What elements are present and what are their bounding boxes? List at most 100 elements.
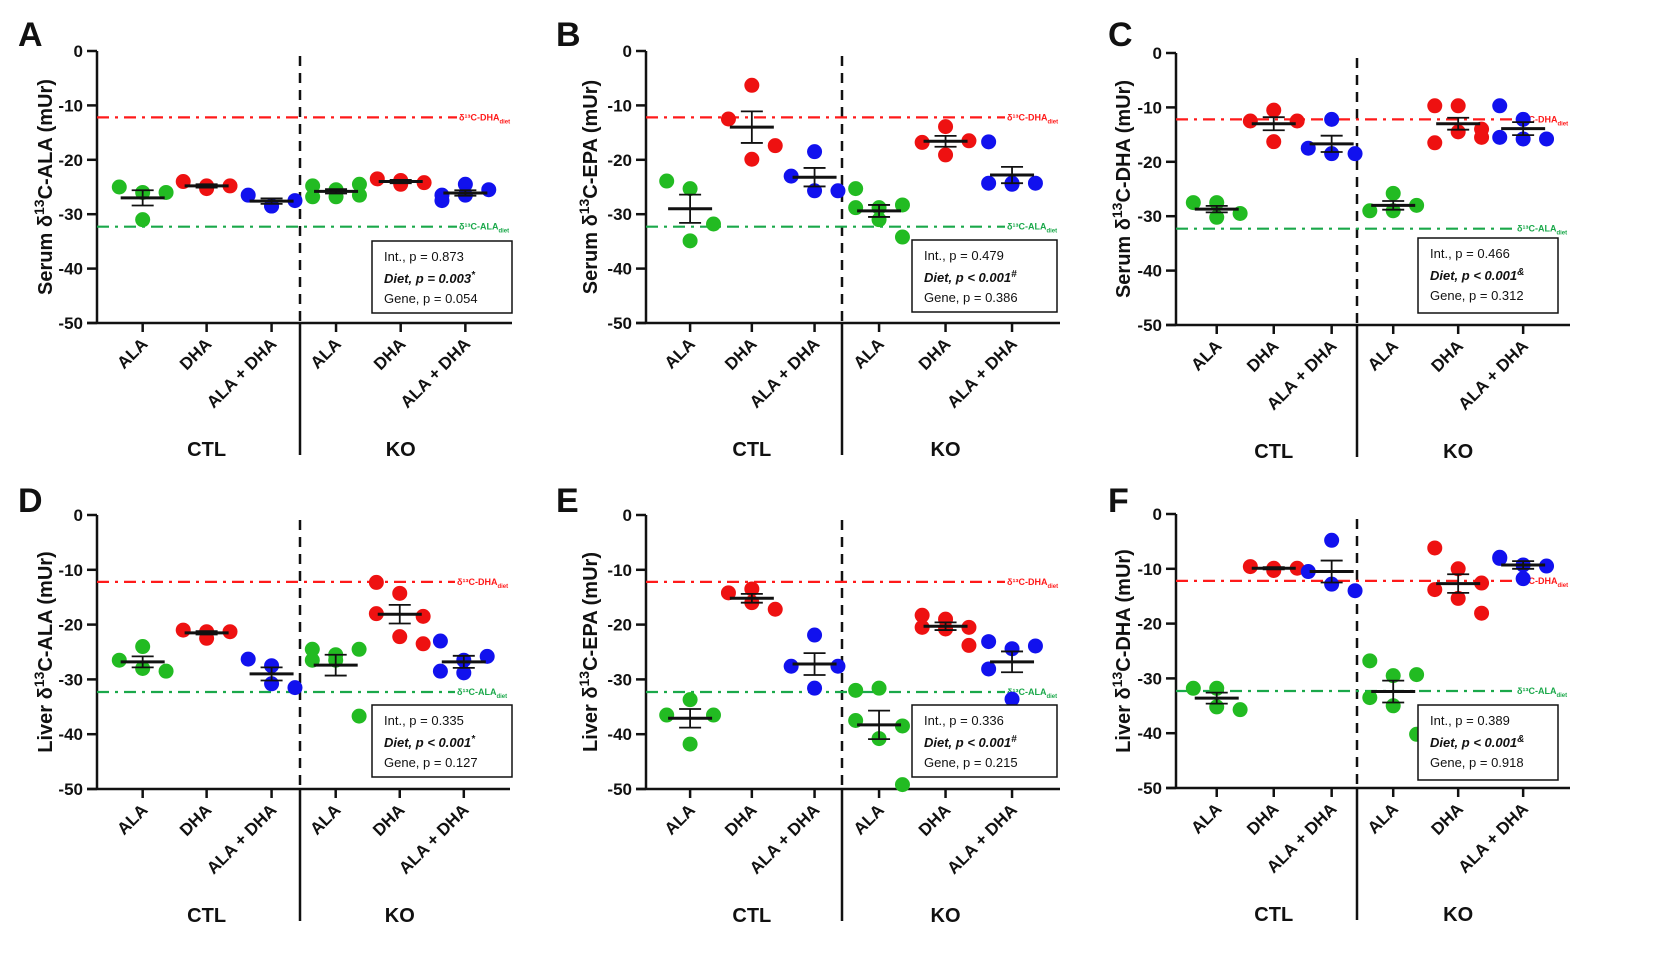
x-category-label: DHA (721, 800, 760, 839)
data-point (744, 151, 760, 167)
x-category-label: ALA (1364, 799, 1402, 837)
y-tick-label: -20 (607, 616, 632, 635)
reference-label-main: δ¹³C-ALA (1007, 222, 1047, 232)
series-ctl-ala-dha (240, 187, 303, 214)
series-ko-ala-dha (1492, 98, 1555, 147)
x-category-label: ALA + DHA (203, 334, 280, 411)
series-ctl-ala-dha (1300, 111, 1363, 162)
data-point (351, 708, 367, 724)
data-point (961, 133, 977, 149)
reference-label-main: δ¹³C-ALA (457, 687, 497, 697)
data-point (830, 658, 846, 674)
y-tick-label: -50 (607, 314, 632, 333)
data-point (981, 634, 997, 650)
y-tick-label: 0 (74, 42, 83, 61)
data-point (981, 661, 997, 677)
stat-diet-text: Diet, p < 0.001 (1430, 735, 1517, 750)
data-point (175, 622, 191, 638)
data-point (783, 658, 799, 674)
y-tick-label: -10 (607, 561, 632, 580)
y-tick-label: -50 (1137, 316, 1162, 335)
data-point (304, 641, 320, 657)
x-category-label: DHA (915, 800, 954, 839)
data-point (368, 606, 384, 622)
stat-diet: Diet, p = 0.003* (384, 270, 476, 286)
data-point (1185, 195, 1201, 211)
data-point (682, 181, 698, 197)
stat-gene: Gene, p = 0.918 (1430, 755, 1524, 770)
data-point (1427, 540, 1443, 556)
data-point (1427, 98, 1443, 114)
x-category-label: ALA (113, 334, 151, 372)
stat-gene: Gene, p = 0.215 (924, 755, 1018, 770)
reference-label-sub: diet (1046, 229, 1057, 235)
data-point (158, 184, 174, 200)
data-point (807, 144, 823, 160)
y-tick-label: -50 (1137, 779, 1162, 798)
y-axis-label: Serum δ13C-ALA (mUr) (31, 79, 57, 295)
group-label-ko: KO (386, 439, 416, 461)
data-point (848, 682, 864, 698)
stat-interaction: Int., p = 0.873 (384, 249, 464, 264)
series-ko-dha (914, 119, 977, 163)
x-category-label: ALA (661, 800, 699, 838)
stat-diet-text: Diet, p < 0.001 (1430, 268, 1517, 283)
x-category-label: ALA + DHA (397, 334, 474, 411)
reference-label-main: δ¹³C-ALA (1517, 224, 1557, 234)
data-point (682, 692, 698, 708)
group-label-ctl: CTL (1254, 904, 1293, 926)
data-point (894, 229, 910, 245)
data-point (1450, 98, 1466, 114)
y-axis-label-suffix: C-ALA (mUr) (35, 551, 57, 671)
series-ctl-dha (720, 77, 783, 167)
data-point (1409, 667, 1425, 683)
reference-label-main: δ¹³C-DHA (1007, 112, 1048, 122)
data-point (1242, 559, 1258, 575)
data-point (135, 639, 151, 655)
reference-label-sub: diet (497, 584, 508, 590)
y-tick-label: -40 (607, 260, 632, 279)
series-ko-ala (1362, 653, 1425, 742)
series-ctl-dha (175, 174, 238, 197)
data-point (1324, 576, 1340, 592)
data-point (914, 134, 930, 150)
x-category-label: ALA (661, 334, 699, 372)
x-category-label: DHA (721, 334, 760, 373)
data-point (1492, 550, 1508, 566)
data-point (1427, 135, 1443, 151)
reference-label-sub: diet (1556, 693, 1567, 699)
data-point (222, 178, 238, 194)
panel-a: A Serum δ13C-ALA (mUr) 0 -10 -20 -30 -40 -50 ALA… (18, 16, 513, 461)
x-category-label: ALA + DHA (395, 800, 472, 877)
y-axis-label-suffix: C-DHA (mUr) (1113, 80, 1135, 203)
data-point (287, 680, 303, 696)
reference-line-label: δ¹³C-ALAdiet (1517, 224, 1567, 237)
group-label-ko: KO (931, 439, 961, 461)
data-point (456, 665, 472, 681)
data-point (1450, 561, 1466, 577)
stats-box-frame (371, 240, 513, 314)
x-category-label: ALA (307, 334, 345, 372)
data-point (1409, 197, 1425, 213)
reference-label-sub: diet (496, 694, 507, 700)
y-tick-label: -50 (607, 780, 632, 799)
reference-label-main: δ¹³C-DHA (457, 577, 498, 587)
y-axis-label: Liver δ13C-EPA (mUr) (576, 552, 602, 752)
reference-label-sub: diet (1556, 231, 1567, 237)
data-point (682, 233, 698, 249)
reference-label-sub: diet (499, 119, 510, 125)
y-tick-label: -10 (607, 96, 632, 115)
data-point (659, 707, 675, 723)
stat-interaction: Int., p = 0.335 (384, 713, 464, 728)
series-ctl-dha (720, 581, 783, 617)
series-ctl-ala (1185, 680, 1248, 718)
series-ko-ala (848, 680, 910, 793)
series-ko-dha (1427, 540, 1490, 621)
x-category-label: ALA + DHA (943, 800, 1020, 877)
data-point (481, 182, 497, 198)
panel-f: F Liver δ13C-DHA (mUr) 0 -10 -20 -30 -40 -50 ALA… (1108, 482, 1570, 926)
y-tick-label: -40 (1137, 724, 1162, 743)
y-tick-label: 0 (623, 506, 632, 525)
series-ctl-ala (659, 692, 721, 752)
reference-line-label: δ¹³C-DHAdiet (1007, 577, 1058, 590)
